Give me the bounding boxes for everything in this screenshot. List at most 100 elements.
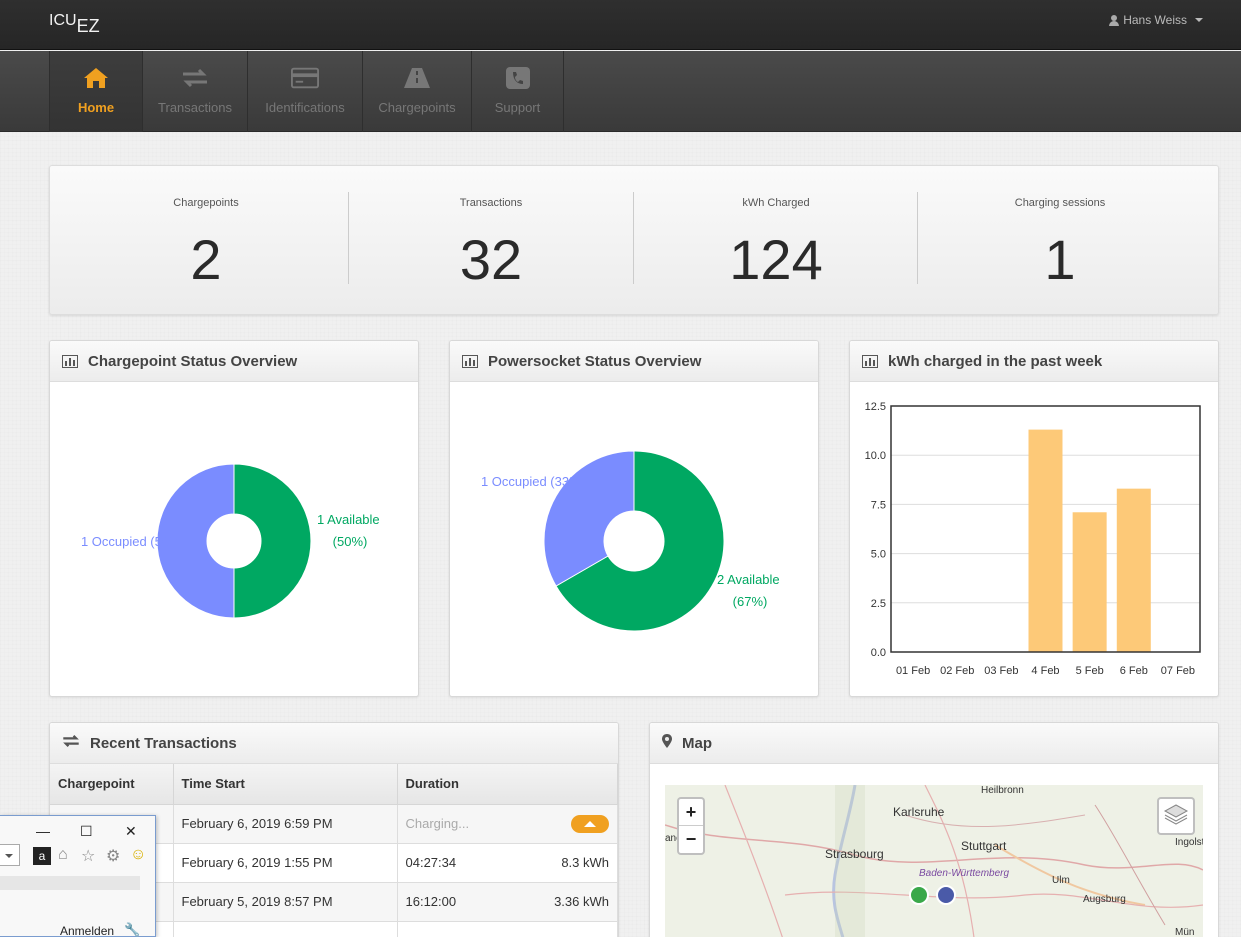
bar-chart-icon (862, 354, 878, 368)
x-tick-label: 03 Feb (984, 665, 1018, 677)
y-tick-label: 10.0 (865, 450, 886, 462)
powersocket-status-panel: Powersocket Status Overview 2 Available (… (449, 340, 819, 697)
card-icon (291, 66, 319, 90)
app-logo[interactable]: ICUEZ (49, 9, 100, 36)
map-label: Augsburg (1083, 894, 1126, 905)
smiley-icon[interactable]: ☺ (130, 846, 147, 863)
nav-home[interactable]: Home (50, 51, 143, 132)
phone-icon (504, 66, 532, 90)
stat-transactions: Transactions 32 (350, 166, 632, 316)
map-canvas[interactable]: Karlsruhe Strasbourg Stuttgart Baden-Württe… (665, 785, 1203, 937)
wrench-icon[interactable]: 🔧 (124, 922, 141, 937)
slice-label: 1 Occupied (33%) (481, 474, 585, 489)
kwh-value: 8.3 kWh (561, 855, 609, 870)
chevron-down-icon (5, 854, 13, 858)
zoom-control: + − (677, 797, 705, 855)
stat-value: 2 (190, 228, 222, 291)
maximize-button[interactable]: ☐ (80, 823, 93, 839)
caret-down-icon (1195, 18, 1203, 22)
map-label: ancy (665, 833, 687, 844)
cell-duration: 04:27:34 8.3 kWh (397, 843, 618, 883)
minimize-button[interactable]: — (36, 823, 50, 839)
y-tick-label: 2.5 (871, 598, 886, 610)
address-dropdown[interactable] (0, 844, 20, 866)
transfer-icon (62, 734, 80, 752)
star-icon[interactable]: ☆ (81, 848, 96, 865)
panel-title: Chargepoint Status Overview (88, 352, 298, 370)
stat-charging-sessions: Charging sessions 1 (919, 166, 1201, 316)
pie-slice-available (555, 450, 725, 632)
top-bar: ICUEZ Hans Weiss (0, 0, 1241, 50)
x-tick-label: 02 Feb (940, 665, 974, 677)
transfer-icon (181, 66, 209, 90)
column-header-time-start[interactable]: Time Start (173, 764, 398, 805)
cell-time-start: February 6, 2019 1:55 PM (173, 843, 398, 883)
zoom-in-button[interactable]: + (679, 799, 703, 826)
slice-label: 2 Available (717, 572, 780, 587)
map-label: Ingolst (1175, 837, 1203, 848)
nav-label: Support (494, 100, 541, 115)
nav-identifications[interactable]: Identifications (248, 51, 363, 132)
duration-value: Charging... (405, 816, 470, 831)
panel-title: kWh charged in the past week (888, 352, 1103, 370)
panel-title: Powersocket Status Overview (488, 352, 702, 370)
map-label: Heilbronn (981, 785, 1024, 796)
nav-transactions[interactable]: Transactions (143, 51, 248, 132)
y-tick-label: 12.5 (865, 401, 886, 413)
column-header-duration[interactable]: Duration (397, 764, 618, 805)
cell-duration: Charging... (397, 804, 618, 844)
nav-label: Identifications (265, 100, 345, 115)
tab-strip (0, 876, 140, 890)
logo-main: ICU (49, 12, 77, 29)
kwh-bar-chart: 0.0 2.5 5.0 7.5 10.0 12.5 01 Feb 02 Feb 03 Feb 4 … (865, 401, 1201, 677)
bar (1116, 488, 1151, 652)
cell-duration: 16:12:00 3.36 kWh (397, 882, 618, 922)
stat-value: 1 (1044, 228, 1076, 291)
duration-value: 16:12:00 (405, 894, 457, 909)
cell-time-start: February 5, 2019 8:57 PM (173, 882, 398, 922)
chargepoint-status-panel: Chargepoint Status Overview 1 Available (… (49, 340, 419, 697)
pie-slice-occupied (543, 450, 635, 587)
logo-sub: EZ (76, 16, 100, 36)
duration-value: 04:27:34 (405, 855, 457, 870)
amazon-icon[interactable]: a (33, 847, 51, 865)
column-header-chargepoint[interactable]: Chargepoint (50, 764, 174, 805)
stat-kwh-charged: kWh Charged 124 (635, 166, 917, 316)
pie-slice-occupied (156, 463, 235, 619)
caret-up-icon (584, 820, 596, 827)
x-tick-label: 6 Feb (1120, 665, 1148, 677)
chargepoint-marker[interactable] (936, 885, 956, 905)
home-icon[interactable]: ⌂ (58, 846, 68, 863)
gear-icon[interactable]: ⚙ (106, 848, 121, 865)
nav-chargepoints[interactable]: Chargepoints (363, 51, 472, 132)
kwh-value: 3.36 kWh (554, 894, 609, 909)
expand-button[interactable] (571, 814, 609, 833)
bar (1028, 429, 1063, 652)
panel-title: Recent Transactions (90, 734, 237, 752)
map-panel: Map Karlsruhe Strasbourg Stuttgart Baden-Wü… (649, 722, 1219, 937)
slice-percent-label: (67%) (733, 594, 768, 609)
road-icon (403, 66, 431, 90)
stat-chargepoints: Chargepoints 2 (65, 166, 347, 316)
user-menu[interactable]: Hans Weiss (1109, 13, 1203, 27)
map-tiles (665, 785, 1203, 937)
stat-label: Chargepoints (173, 197, 239, 209)
stat-label: kWh Charged (742, 197, 810, 209)
powersocket-pie-chart: 2 Available (67%) 1 Occupied (33%) (481, 450, 780, 632)
y-tick-label: 7.5 (871, 499, 886, 511)
layers-button[interactable] (1157, 797, 1195, 835)
map-label: Ulm (1052, 875, 1070, 886)
map-label: Strasbourg (825, 847, 884, 861)
chargepoint-marker[interactable] (909, 885, 929, 905)
nav-support[interactable]: Support (472, 51, 564, 132)
divider (348, 192, 349, 284)
map-label: Stuttgart (961, 839, 1007, 853)
signin-link[interactable]: Anmelden (60, 924, 115, 937)
plot-frame (890, 405, 1201, 653)
map-label: Mün (1175, 927, 1195, 937)
zoom-out-button[interactable]: − (685, 829, 697, 849)
stat-value: 32 (459, 228, 523, 291)
slice-label: 1 Occupied (50%) (81, 534, 185, 549)
close-button[interactable]: ✕ (125, 823, 137, 839)
nav-label: Transactions (158, 100, 232, 115)
